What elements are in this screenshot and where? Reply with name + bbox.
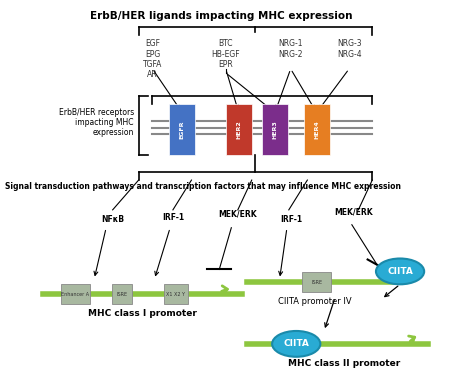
Text: MHC class II promoter: MHC class II promoter (288, 359, 401, 368)
Bar (164, 284, 188, 304)
Text: ErbB/HER ligands impacting MHC expression: ErbB/HER ligands impacting MHC expressio… (90, 11, 352, 21)
Bar (112, 284, 132, 304)
Text: ErbB/HER receptors
impacting MHC
expression: ErbB/HER receptors impacting MHC express… (59, 107, 134, 138)
Text: Signal transduction pathways and transcription factors that may influence MHC ex: Signal transduction pathways and transcr… (5, 182, 401, 191)
Ellipse shape (272, 331, 320, 357)
Text: EGF
EPG
TGFA
AR: EGF EPG TGFA AR (143, 39, 162, 79)
Bar (169, 104, 195, 155)
Text: MEK/ERK: MEK/ERK (219, 210, 257, 219)
Text: EGFR: EGFR (180, 120, 185, 139)
Bar (226, 104, 252, 155)
Bar (61, 284, 91, 304)
Text: IRF-1: IRF-1 (281, 215, 303, 224)
Text: HER3: HER3 (273, 120, 277, 139)
Text: MHC class I promoter: MHC class I promoter (88, 309, 197, 318)
Text: ISRE: ISRE (311, 280, 322, 285)
Text: CIITA: CIITA (387, 267, 413, 276)
Text: CIITA promoter IV: CIITA promoter IV (278, 297, 352, 306)
Text: HER4: HER4 (314, 120, 319, 139)
Text: NRG-3
NRG-4: NRG-3 NRG-4 (337, 39, 361, 59)
Text: CIITA: CIITA (283, 339, 309, 348)
Bar (262, 104, 288, 155)
Text: NFκB: NFκB (101, 215, 124, 224)
Text: IRF-1: IRF-1 (162, 213, 184, 222)
Text: X1 X2 Y: X1 X2 Y (166, 292, 185, 297)
Ellipse shape (376, 258, 424, 284)
Text: Enhancer A: Enhancer A (62, 292, 90, 297)
Text: MEK/ERK: MEK/ERK (334, 208, 373, 217)
Text: BTC
HB-EGF
EPR: BTC HB-EGF EPR (211, 39, 240, 69)
Bar (304, 104, 329, 155)
Text: ISRE: ISRE (116, 292, 128, 297)
Text: HER2: HER2 (236, 120, 241, 139)
Bar (302, 272, 331, 292)
Text: NRG-1
NRG-2: NRG-1 NRG-2 (278, 39, 303, 59)
